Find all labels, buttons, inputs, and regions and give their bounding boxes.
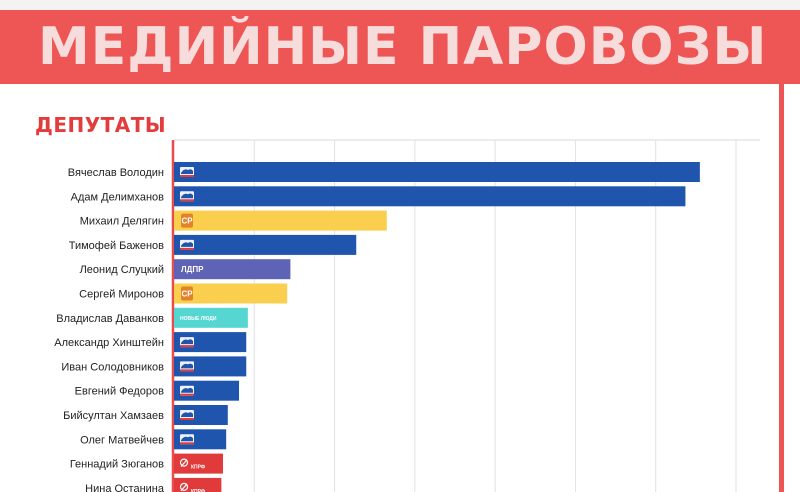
sr-logo-icon: СР xyxy=(181,213,193,228)
title-banner: МЕДИЙНЫЕ ПАРОВОЗЫ xyxy=(0,10,800,84)
bar xyxy=(174,259,291,280)
bar xyxy=(174,307,248,328)
bear-icon xyxy=(180,410,194,420)
bar-row xyxy=(174,429,227,450)
category-label: Геннадий Зюганов xyxy=(70,459,164,471)
section-title: ДЕПУТАТЫ xyxy=(35,113,167,137)
svg-text:КПРФ: КПРФ xyxy=(191,489,206,492)
category-label: Евгений Федоров xyxy=(75,386,164,398)
bar-row xyxy=(174,380,240,401)
bar-row: КПРФ xyxy=(174,453,223,474)
category-label: Леонид Слуцкий xyxy=(80,264,164,276)
hammer-sickle-icon: КПРФ xyxy=(179,482,206,492)
hammer-sickle-icon: КПРФ xyxy=(179,458,206,471)
bear-icon xyxy=(180,239,194,250)
bar-row xyxy=(174,186,686,207)
bar xyxy=(174,234,357,255)
svg-text:СР: СР xyxy=(181,217,193,226)
bar xyxy=(174,453,223,474)
svg-text:КПРФ: КПРФ xyxy=(191,465,206,471)
category-label: Михаил Делягин xyxy=(80,216,164,228)
bar-row: КПРФ xyxy=(174,477,222,492)
bar-row xyxy=(174,405,228,425)
bar-row: НОВЫЕ ЛЮДИ xyxy=(174,307,248,328)
svg-text:НОВЫЕ ЛЮДИ: НОВЫЕ ЛЮДИ xyxy=(180,316,217,322)
category-label: Иван Солодовников xyxy=(61,361,164,373)
top-strip xyxy=(0,0,800,10)
bar xyxy=(174,477,222,492)
bear-icon xyxy=(180,337,194,348)
svg-text:СР: СР xyxy=(181,290,193,299)
bear-icon xyxy=(180,434,194,445)
bear-icon xyxy=(180,191,194,202)
bear-icon xyxy=(180,167,194,177)
bar xyxy=(174,162,700,182)
bar xyxy=(174,210,387,231)
bar-row xyxy=(174,162,700,182)
bars: СР ЛДПР СР НОВЫЕ ЛЮДИ КПРФ КПРФ xyxy=(174,162,700,492)
bar xyxy=(174,283,288,304)
svg-text:ЛДПР: ЛДПР xyxy=(181,265,204,274)
bar-row xyxy=(174,332,247,353)
category-label: Александр Хинштейн xyxy=(54,337,164,349)
bar-row: СР xyxy=(174,283,288,304)
bear-icon xyxy=(180,385,194,396)
category-label: Вячеслав Володин xyxy=(68,167,164,179)
bar xyxy=(174,186,686,207)
category-label: Сергей Миронов xyxy=(79,289,164,301)
sr-logo-icon: СР xyxy=(181,286,193,301)
category-label: Олег Матвейчев xyxy=(80,434,164,446)
bar-row: СР xyxy=(174,210,387,231)
page-title: МЕДИЙНЫЕ ПАРОВОЗЫ xyxy=(38,17,768,77)
category-label: Адам Делимханов xyxy=(71,191,165,203)
category-label: Нина Останина xyxy=(85,483,165,492)
category-labels: Вячеслав Володин Адам Делимханов Михаил Де… xyxy=(54,167,165,492)
category-label: Бийсултан Хамзаев xyxy=(63,410,164,422)
ldpr-logo-icon: ЛДПР xyxy=(181,265,204,274)
bar-row: ЛДПР xyxy=(174,259,291,280)
bear-icon xyxy=(180,361,194,372)
panel-right-border xyxy=(779,84,784,492)
bar-row xyxy=(174,356,247,377)
bar-row xyxy=(174,234,357,255)
new-people-logo-icon: НОВЫЕ ЛЮДИ xyxy=(180,316,217,322)
category-label: Владислав Даванков xyxy=(56,313,164,325)
category-label: Тимофей Баженов xyxy=(69,240,164,252)
